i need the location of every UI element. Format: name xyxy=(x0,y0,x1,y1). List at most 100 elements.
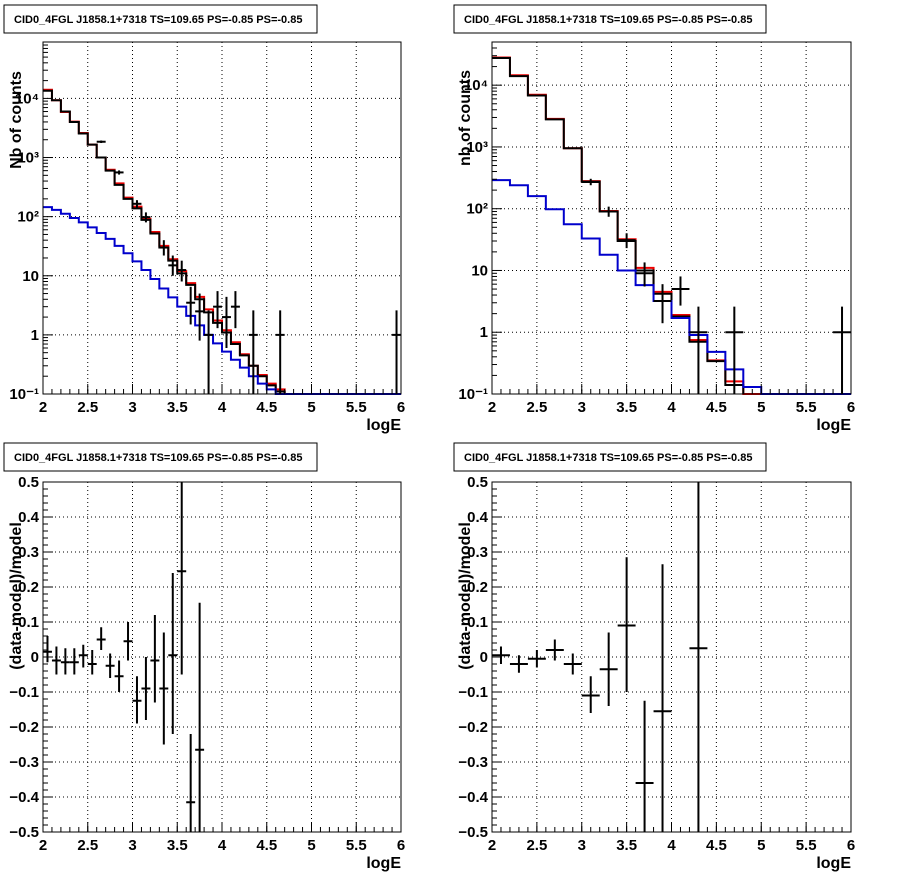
y-tick-label: 10⁴ xyxy=(15,90,39,107)
y-tick-label: 10³ xyxy=(17,150,39,167)
x-tick-label: 6 xyxy=(847,837,855,854)
series-data-line xyxy=(492,57,745,394)
chart-title: CID0_4FGL J1858.1+7318 TS=109.65 PS=-0.8… xyxy=(464,452,752,464)
y-tick-label: 0.1 xyxy=(18,614,39,631)
y-tick-label: −0.1 xyxy=(458,684,488,701)
data-point xyxy=(177,482,187,675)
data-point xyxy=(96,140,106,144)
y-tick-label: 10³ xyxy=(466,139,488,156)
data-point xyxy=(230,291,240,329)
x-tick-label: 5 xyxy=(757,399,765,416)
data-point xyxy=(168,573,178,734)
data-point xyxy=(159,632,169,745)
x-tick-label: 4 xyxy=(218,399,227,416)
x-tick-label: 6 xyxy=(397,399,405,416)
x-tick-label: 3 xyxy=(578,837,586,854)
data-point xyxy=(275,310,285,394)
data-point xyxy=(581,178,600,186)
y-tick-label: −0.5 xyxy=(9,824,39,841)
y-tick-label: −0.1 xyxy=(9,684,39,701)
y-tick-label: 1 xyxy=(480,324,488,341)
y-axis-title: nb of counts xyxy=(457,70,474,166)
data-point xyxy=(248,310,258,394)
x-tick-label: 2.5 xyxy=(526,837,547,854)
data-point xyxy=(141,212,151,223)
y-tick-label: −0.3 xyxy=(9,754,39,771)
y-tick-label: 0 xyxy=(31,649,39,666)
data-point xyxy=(563,653,582,675)
y-tick-label: 10² xyxy=(466,201,488,218)
x-tick-label: 3 xyxy=(578,399,586,416)
data-point xyxy=(168,255,178,276)
y-tick-label: 0.5 xyxy=(467,474,488,491)
y-tick-label: −0.2 xyxy=(458,719,488,736)
data-point xyxy=(653,564,672,832)
data-point xyxy=(204,310,214,394)
x-tick-label: 5.5 xyxy=(796,399,817,416)
data-point xyxy=(114,660,124,692)
data-point xyxy=(527,650,546,668)
data-point xyxy=(617,557,636,692)
series-component_model-line xyxy=(43,206,401,395)
data-point xyxy=(69,648,79,675)
data-point xyxy=(599,632,618,706)
data-point xyxy=(159,240,169,256)
y-tick-label: 10⁻¹ xyxy=(9,386,39,403)
x-tick-label: 4.5 xyxy=(706,837,727,854)
y-tick-label: 10⁻¹ xyxy=(458,386,488,403)
y-tick-label: −0.4 xyxy=(458,789,488,806)
x-tick-label: 3.5 xyxy=(167,399,188,416)
y-tick-label: 0 xyxy=(480,649,488,666)
x-tick-label: 3.5 xyxy=(616,837,637,854)
x-tick-label: 4.5 xyxy=(256,837,277,854)
x-tick-label: 4 xyxy=(667,837,676,854)
x-tick-label: 5.5 xyxy=(796,837,817,854)
data-point xyxy=(43,636,52,663)
data-point xyxy=(195,293,205,341)
y-tick-label: 10 xyxy=(471,262,488,279)
chart-panel-2: CID0_4FGL J1858.1+7318 TS=109.65 PS=-0.8… xyxy=(453,4,855,434)
data-point xyxy=(87,650,97,675)
y-tick-label: 0.3 xyxy=(18,544,39,561)
data-point xyxy=(833,306,851,394)
chart-panel-4: CID0_4FGL J1858.1+7318 TS=109.65 PS=-0.8… xyxy=(453,442,855,872)
x-tick-label: 2 xyxy=(39,399,47,416)
x-tick-label: 5.5 xyxy=(346,837,367,854)
x-tick-label: 3.5 xyxy=(616,399,637,416)
y-tick-label: −0.3 xyxy=(458,754,488,771)
y-tick-label: 1 xyxy=(31,327,39,344)
data-point xyxy=(689,482,708,832)
data-point xyxy=(545,639,564,661)
data-point xyxy=(60,648,70,675)
y-tick-label: 0.3 xyxy=(467,544,488,561)
x-tick-label: 6 xyxy=(847,399,855,416)
x-tick-label: 2 xyxy=(488,399,496,416)
data-point xyxy=(150,615,160,703)
data-point xyxy=(599,206,618,217)
data-point xyxy=(617,233,636,249)
data-point xyxy=(635,262,654,287)
y-tick-label: 0.4 xyxy=(467,509,489,526)
x-axis-title: logE xyxy=(366,417,401,434)
chart-title: CID0_4FGL J1858.1+7318 TS=109.65 PS=-0.8… xyxy=(464,14,752,26)
x-tick-label: 4 xyxy=(218,837,227,854)
x-tick-label: 3 xyxy=(128,399,136,416)
x-tick-label: 3.5 xyxy=(167,837,188,854)
data-point xyxy=(186,734,196,832)
series-component_model-line xyxy=(492,179,851,395)
chart-title-box xyxy=(3,442,318,472)
data-point xyxy=(123,622,133,661)
x-tick-label: 5 xyxy=(307,837,315,854)
data-point xyxy=(689,306,708,394)
chart-title-box xyxy=(453,442,767,472)
data-point xyxy=(132,200,142,208)
y-tick-label: 0.5 xyxy=(18,474,39,491)
data-point xyxy=(114,170,124,175)
chart-panel-1: CID0_4FGL J1858.1+7318 TS=109.65 PS=-0.8… xyxy=(3,4,405,434)
x-tick-label: 5 xyxy=(307,399,315,416)
x-tick-label: 2.5 xyxy=(77,837,98,854)
data-point xyxy=(392,310,401,394)
x-tick-label: 5 xyxy=(757,837,765,854)
